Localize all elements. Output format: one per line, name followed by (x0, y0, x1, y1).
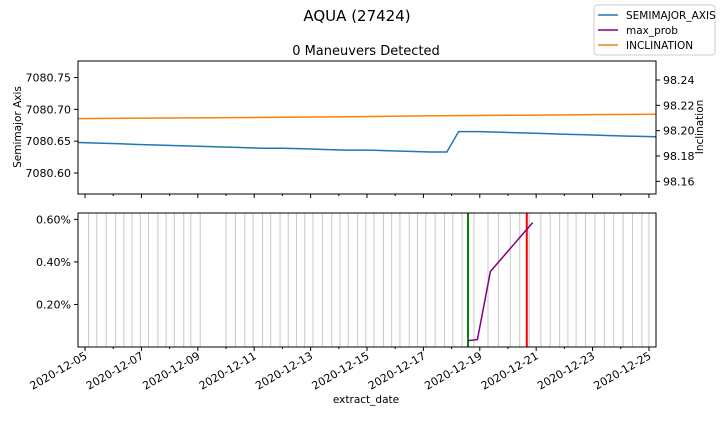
bottom-panel: 0.20%0.40%0.60% 2020-12-052020-12-072020… (28, 212, 657, 393)
bottom-panel-frame (77, 212, 657, 348)
top-left-axis: 7080.60 7080.65 7080.70 7080.75 (26, 72, 78, 180)
legend-label-semimajor-axis: SEMIMAJOR_AXIS (626, 10, 716, 22)
x-tick-label-2020-12-19: 2020-12-19 (422, 349, 484, 392)
left-tick-label-1: 7080.65 (26, 135, 72, 148)
left-tick-label-0: 7080.60 (26, 167, 72, 180)
x-axis-label: extract_date (333, 394, 399, 406)
x-tick-label-2020-12-13: 2020-12-13 (253, 349, 315, 392)
series-line-inclination (77, 113, 657, 120)
x-tick-label-2020-12-15: 2020-12-15 (310, 349, 372, 392)
bottom-y-tick-label-1: 0.40% (36, 256, 71, 269)
x-tick-label-2020-12-05: 2020-12-05 (28, 349, 90, 392)
x-tick-label-2020-12-11: 2020-12-11 (197, 349, 259, 392)
x-tick-label-2020-12-17: 2020-12-17 (366, 349, 428, 392)
semimajor-axis-label: Semimajor Axis (12, 86, 24, 168)
series-line-semimajor-axis (77, 130, 657, 153)
legend: SEMIMAJOR_AXIS max_prob INCLINATION (593, 4, 716, 56)
bottom-x-axis: 2020-12-052020-12-072020-12-092020-12-11… (28, 347, 654, 393)
right-tick-label-3: 98.22 (663, 99, 695, 112)
right-tick-label-1: 98.18 (663, 150, 695, 163)
legend-label-max-prob: max_prob (626, 25, 678, 37)
top-right-axis: 98.16 98.18 98.20 98.22 98.24 (656, 74, 695, 188)
right-tick-label-4: 98.24 (663, 74, 695, 87)
legend-frame (593, 4, 716, 56)
x-tick-label-2020-12-21: 2020-12-21 (479, 349, 541, 392)
x-tick-label-2020-12-25: 2020-12-25 (592, 349, 654, 392)
x-tick-label-2020-12-23: 2020-12-23 (535, 349, 597, 392)
bottom-y-tick-label-0: 0.20% (36, 298, 71, 311)
right-tick-label-0: 98.16 (663, 175, 695, 188)
left-tick-label-3: 7080.75 (26, 72, 72, 85)
bottom-y-tick-label-2: 0.60% (36, 213, 71, 226)
top-plot-area (77, 113, 657, 153)
top-x-axis (84, 194, 650, 198)
legend-label-inclination: INCLINATION (626, 40, 693, 52)
x-tick-label-2020-12-09: 2020-12-09 (140, 349, 202, 392)
series-line-max-prob (467, 222, 534, 342)
right-tick-label-2: 98.20 (663, 125, 695, 138)
left-tick-label-2: 7080.70 (26, 103, 72, 116)
inclination-axis-label: Inclination (694, 100, 706, 155)
bottom-y-axis: 0.20% 0.40% 0.60% (36, 213, 78, 311)
top-panel-frame (77, 60, 657, 195)
top-panel-title: 0 Maneuvers Detected (292, 44, 440, 59)
figure-suptitle: AQUA (27424) (303, 7, 410, 25)
x-tick-label-2020-12-07: 2020-12-07 (84, 349, 146, 392)
bottom-plot-area (88, 213, 650, 347)
